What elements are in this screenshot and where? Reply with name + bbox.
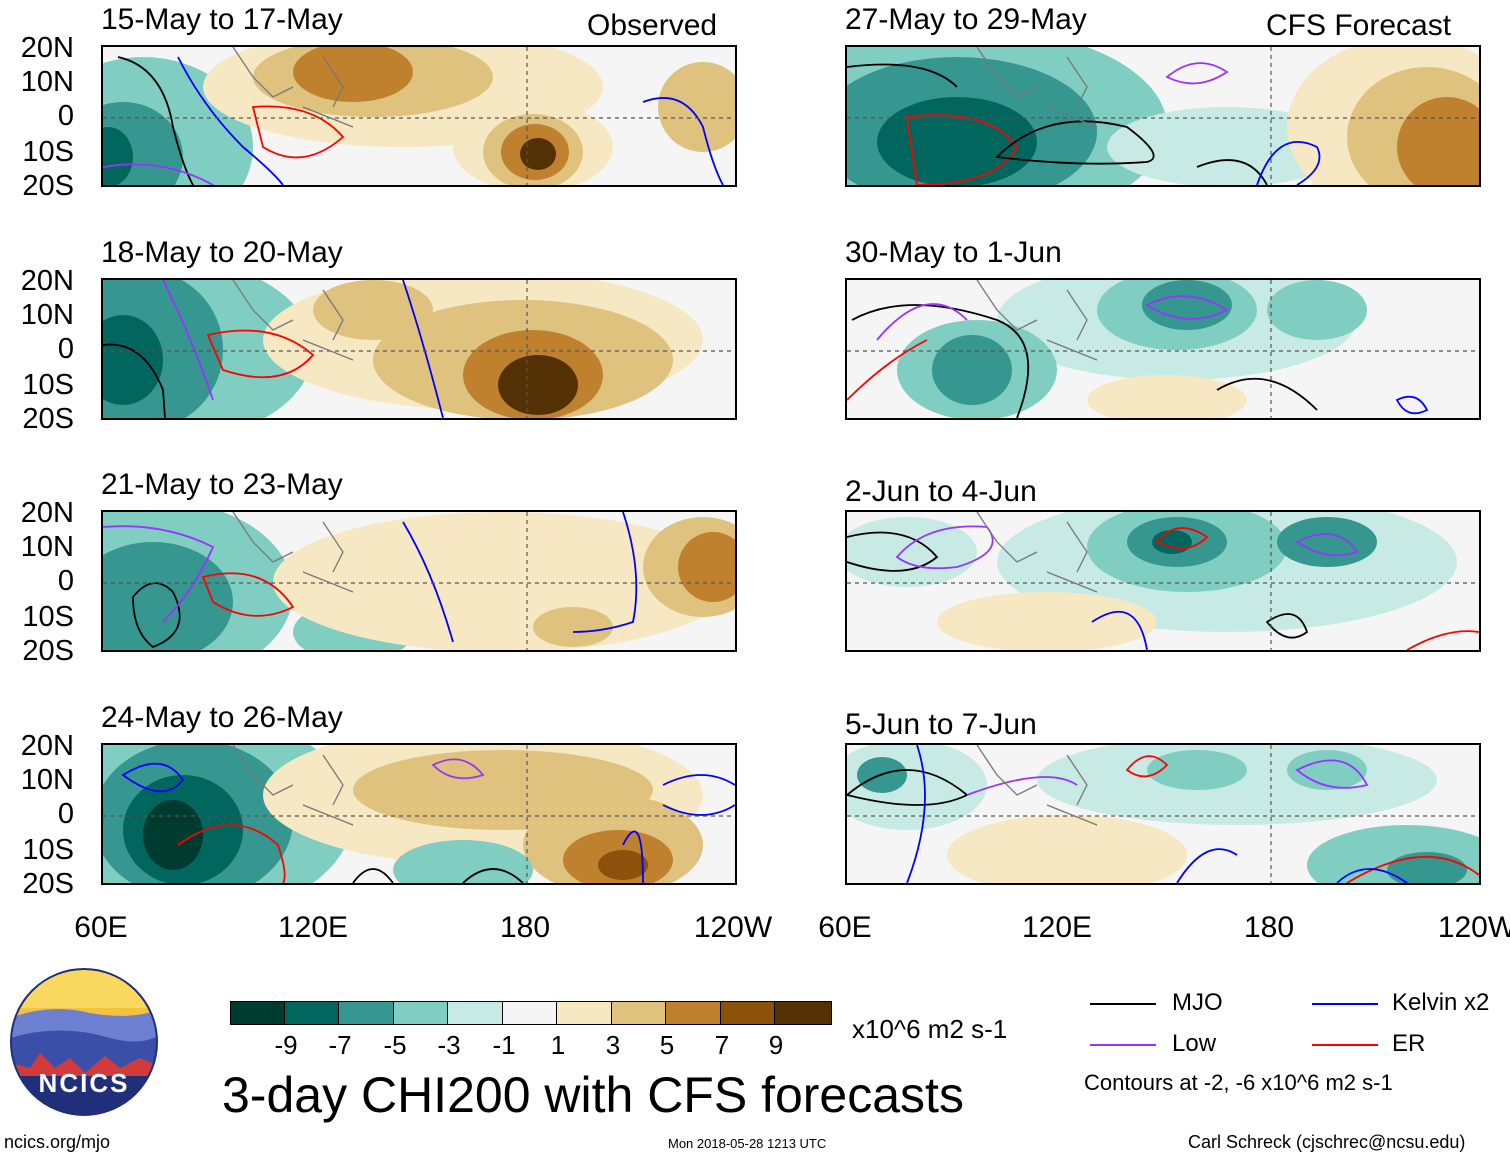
lat-20s: 20S bbox=[22, 170, 74, 202]
map-panel-forecast-4 bbox=[845, 743, 1481, 885]
map-svg bbox=[103, 745, 735, 883]
colorbar-box-3 bbox=[393, 1001, 449, 1025]
lat-10n: 10N bbox=[20, 531, 74, 563]
lat-20n: 20N bbox=[20, 265, 74, 297]
cfs-forecast-label: CFS Forecast bbox=[1266, 9, 1452, 42]
legend-kelvin-label: Kelvin x2 bbox=[1392, 989, 1490, 1016]
source-url: ncics.org/mjo bbox=[4, 1132, 111, 1152]
panel-right-2-title: 30-May to 1-Jun bbox=[845, 236, 1062, 269]
colorbar-box-0 bbox=[230, 1001, 286, 1025]
map-panel-observed-2 bbox=[101, 278, 737, 420]
figure-title: 3-day CHI200 with CFS forecasts bbox=[222, 1067, 964, 1123]
ncics-logo: NCICS bbox=[10, 968, 158, 1116]
colorbar-box-5 bbox=[502, 1001, 558, 1025]
colorbar-box-1 bbox=[284, 1001, 340, 1025]
map-svg bbox=[847, 512, 1479, 650]
lon-120w: 120W bbox=[693, 911, 773, 944]
map-svg bbox=[847, 745, 1479, 883]
colorbar-box-4 bbox=[447, 1001, 503, 1025]
lon-180: 180 bbox=[499, 911, 551, 944]
lon-60e: 60E bbox=[74, 911, 128, 944]
lon-180: 180 bbox=[1243, 911, 1295, 944]
colorbar-unit: x10^6 m2 s-1 bbox=[852, 1014, 1008, 1044]
lat-20s: 20S bbox=[22, 403, 74, 435]
lon-60e: 60E bbox=[818, 911, 872, 944]
map-panel-observed-4 bbox=[101, 743, 737, 885]
timestamp: Mon 2018-05-28 1213 UTC bbox=[668, 1136, 827, 1151]
map-svg bbox=[103, 47, 735, 185]
lat-10s: 10S bbox=[22, 136, 74, 168]
lat-10n: 10N bbox=[20, 66, 74, 98]
panel-left-2-title: 18-May to 20-May bbox=[101, 236, 343, 269]
panel-right-4-title: 5-Jun to 7-Jun bbox=[845, 708, 1037, 741]
colorbar-label: -7 bbox=[328, 1030, 352, 1060]
observed-label: Observed bbox=[587, 9, 718, 42]
colorbar-box-9 bbox=[720, 1001, 776, 1025]
panel-left-1-title: 15-May to 17-May bbox=[101, 3, 343, 36]
lat-10s: 10S bbox=[22, 834, 74, 866]
map-panel-observed-1 bbox=[101, 45, 737, 187]
colorbar-label: 7 bbox=[714, 1030, 730, 1060]
map-panel-forecast-2 bbox=[845, 278, 1481, 420]
colorbar-label: 9 bbox=[768, 1030, 784, 1060]
lat-0: 0 bbox=[57, 565, 74, 597]
lat-0: 0 bbox=[57, 100, 74, 132]
map-panel-forecast-3 bbox=[845, 510, 1481, 652]
map-svg bbox=[103, 280, 735, 418]
colorbar-label: 3 bbox=[605, 1030, 621, 1060]
author-credit: Carl Schreck (cjschrec@ncsu.edu) bbox=[1188, 1132, 1466, 1152]
map-svg bbox=[847, 280, 1479, 418]
lat-0: 0 bbox=[57, 333, 74, 365]
legend-low-label: Low bbox=[1172, 1030, 1217, 1057]
colorbar-box-8 bbox=[665, 1001, 721, 1025]
mjo-line-swatch bbox=[1090, 1003, 1156, 1005]
colorbar-box-2 bbox=[338, 1001, 394, 1025]
map-panel-observed-3 bbox=[101, 510, 737, 652]
colorbar-label: -9 bbox=[274, 1030, 298, 1060]
kelvin-line-swatch bbox=[1312, 1003, 1378, 1005]
lat-20n: 20N bbox=[20, 32, 74, 64]
map-panel-forecast-1 bbox=[845, 45, 1481, 187]
lat-10n: 10N bbox=[20, 299, 74, 331]
colorbar-box-6 bbox=[556, 1001, 612, 1025]
lon-120e: 120E bbox=[1021, 911, 1093, 944]
map-svg bbox=[847, 47, 1479, 185]
legend-er-label: ER bbox=[1392, 1030, 1426, 1057]
map-svg bbox=[103, 512, 735, 650]
colorbar-label: -3 bbox=[437, 1030, 461, 1060]
colorbar-label: 1 bbox=[550, 1030, 566, 1060]
lat-10n: 10N bbox=[20, 764, 74, 796]
lat-20n: 20N bbox=[20, 497, 74, 529]
colorbar-label: -1 bbox=[492, 1030, 516, 1060]
colorbar-label: -5 bbox=[383, 1030, 407, 1060]
lon-120e: 120E bbox=[277, 911, 349, 944]
lat-0: 0 bbox=[57, 798, 74, 830]
low-line-swatch bbox=[1090, 1044, 1156, 1046]
lat-20n: 20N bbox=[20, 730, 74, 762]
colorbar-box-7 bbox=[611, 1001, 667, 1025]
logo-text: NCICS bbox=[38, 1068, 130, 1098]
lat-10s: 10S bbox=[22, 601, 74, 633]
lon-120w: 120W bbox=[1437, 911, 1510, 944]
panel-right-3-title: 2-Jun to 4-Jun bbox=[845, 475, 1037, 508]
lat-20s: 20S bbox=[22, 868, 74, 900]
panel-left-3-title: 21-May to 23-May bbox=[101, 468, 343, 501]
contour-note: Contours at -2, -6 x10^6 m2 s-1 bbox=[1084, 1070, 1393, 1095]
panel-right-1-title: 27-May to 29-May bbox=[845, 3, 1087, 36]
colorbar-box-10 bbox=[774, 1001, 832, 1025]
er-line-swatch bbox=[1312, 1044, 1378, 1046]
lat-20s: 20S bbox=[22, 635, 74, 667]
legend-mjo-label: MJO bbox=[1172, 989, 1223, 1016]
colorbar-label: 5 bbox=[659, 1030, 675, 1060]
panel-left-4-title: 24-May to 26-May bbox=[101, 701, 343, 734]
lat-10s: 10S bbox=[22, 369, 74, 401]
